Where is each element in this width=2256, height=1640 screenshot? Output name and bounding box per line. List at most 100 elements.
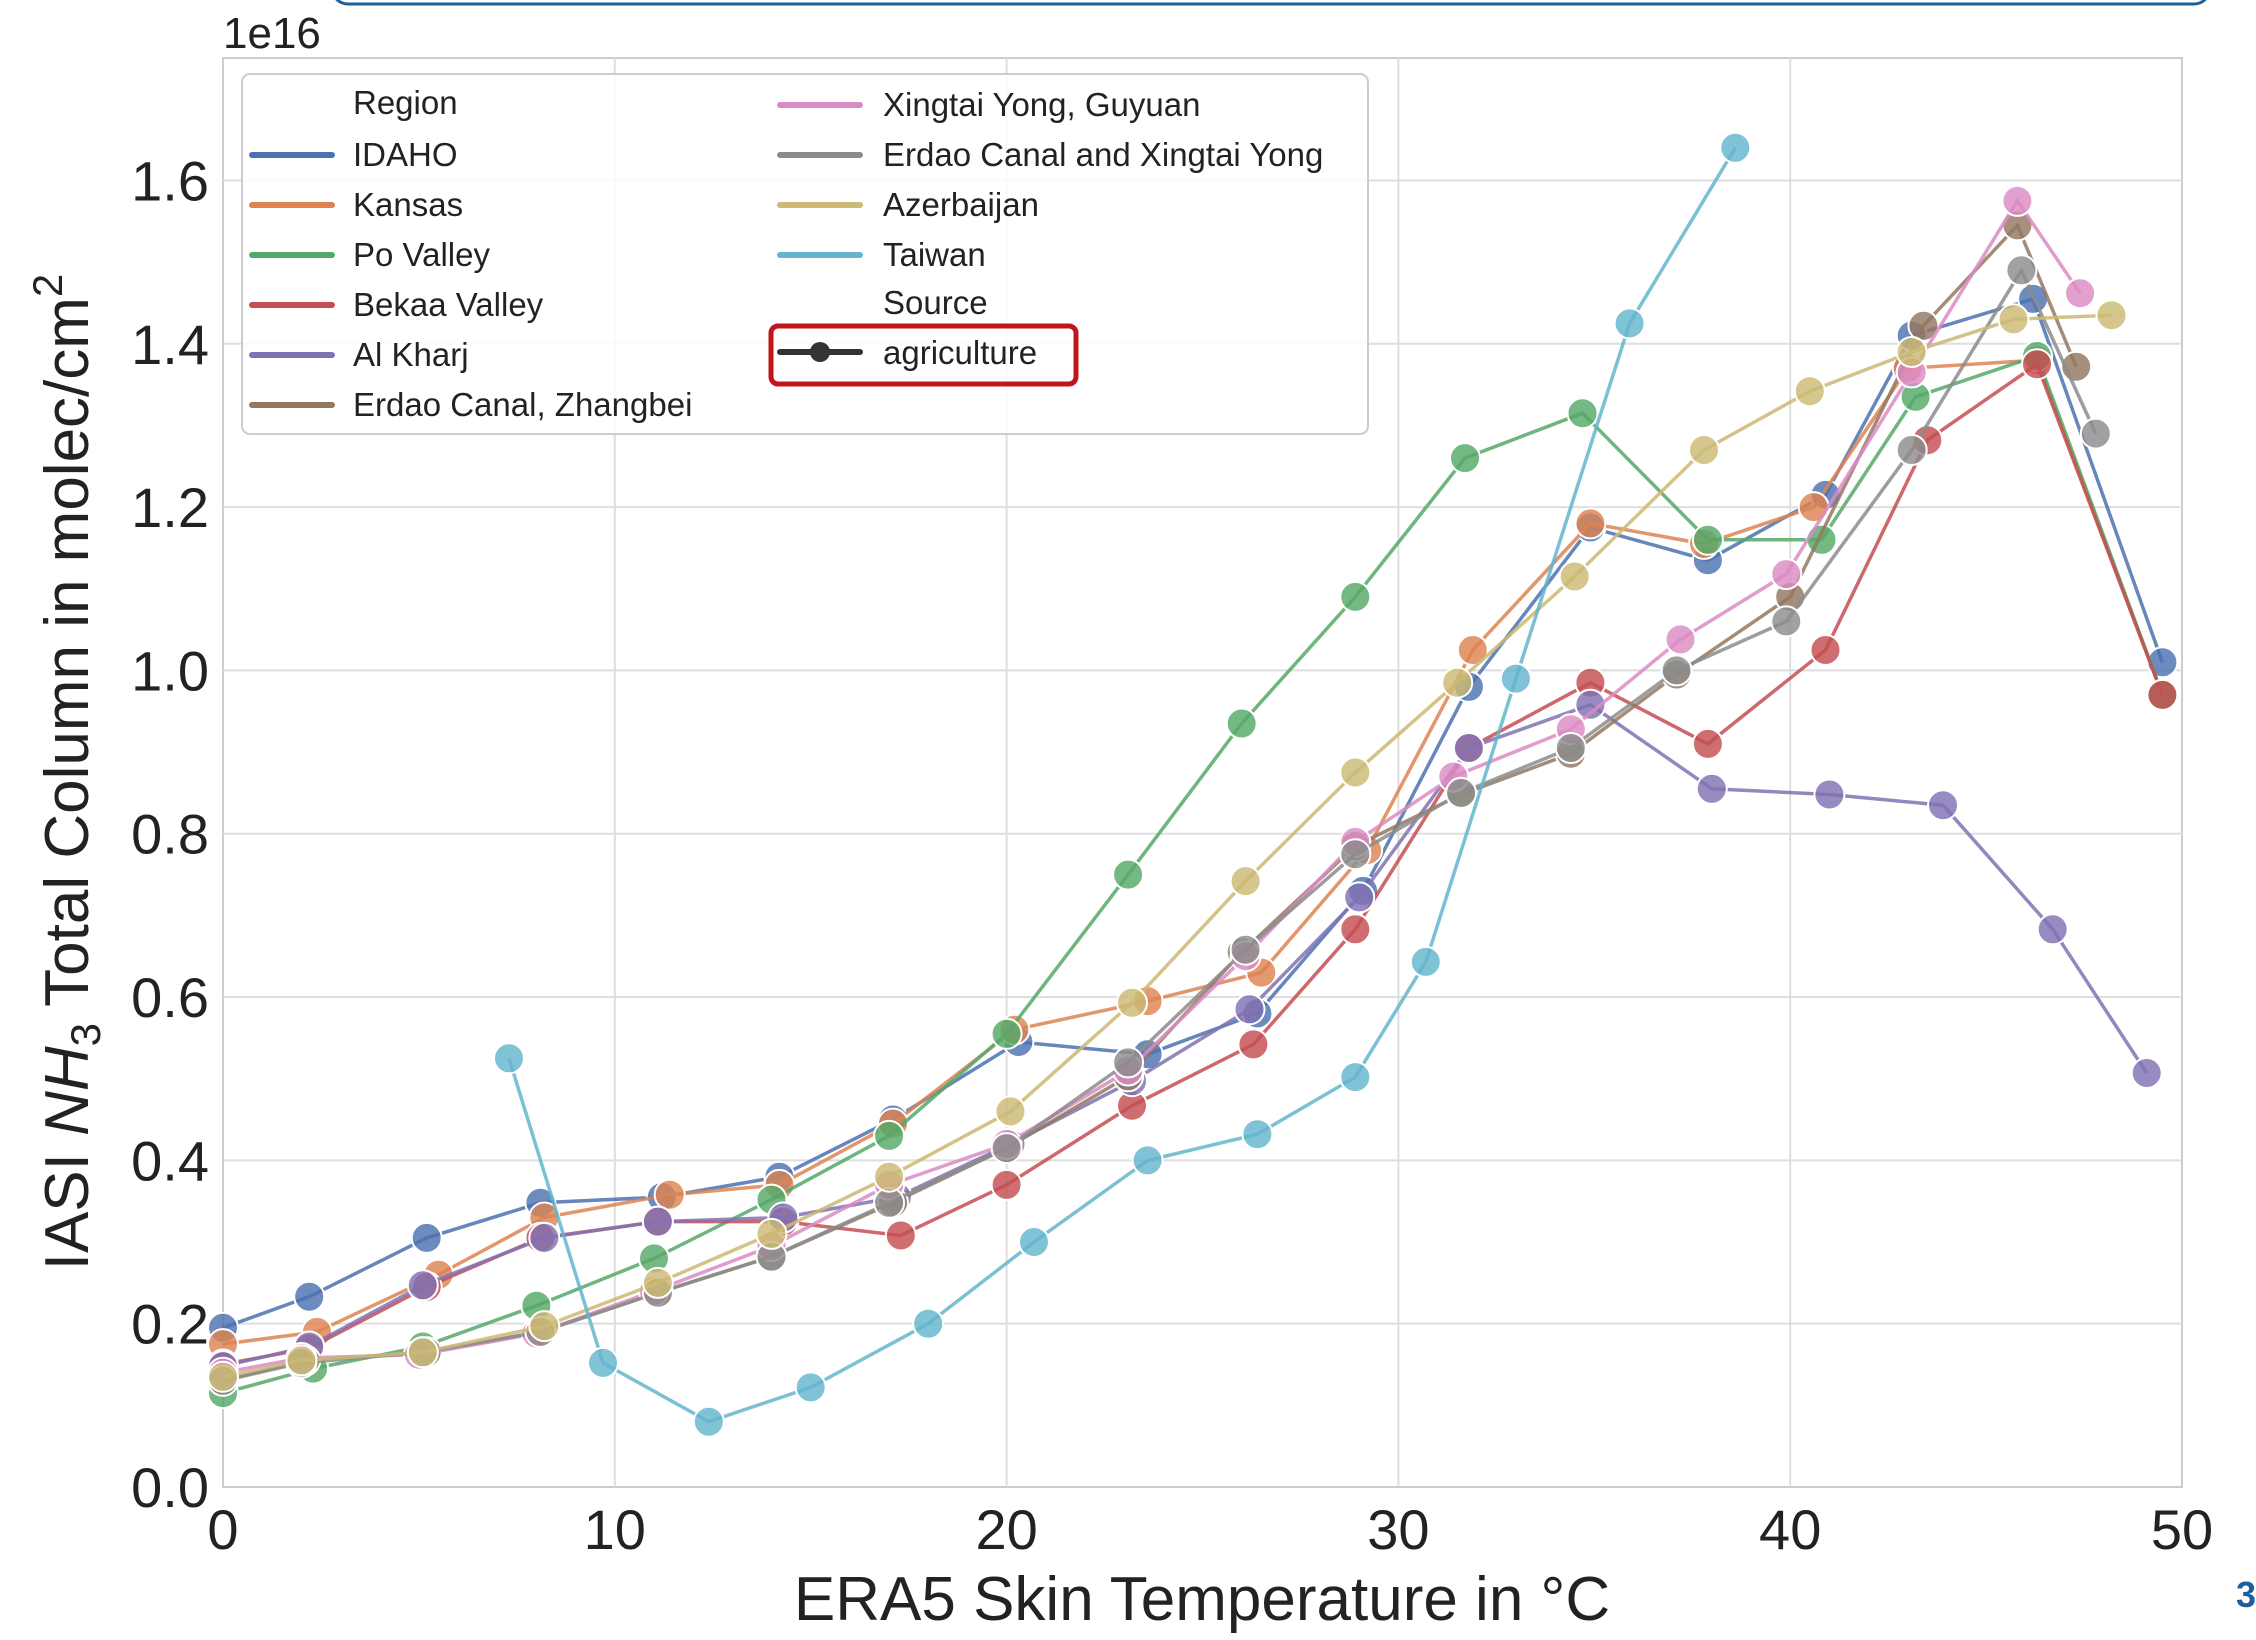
y-tick-label: 0.6: [131, 966, 209, 1029]
data-point: [1770, 558, 1803, 591]
x-tick-label: 50: [2151, 1498, 2213, 1561]
data-point: [1664, 623, 1697, 656]
x-axis-label: ERA5 Skin Temperature in °C: [794, 1565, 1610, 1634]
data-point: [990, 1168, 1023, 1201]
data-point: [1691, 727, 1724, 760]
data-point: [2001, 184, 2034, 217]
data-point: [1719, 131, 1752, 164]
legend-source-highlight: [768, 323, 1079, 387]
series-line: [222, 353, 2165, 1395]
header-frame: [335, 0, 2207, 6]
y-tick-label: 1.0: [131, 639, 209, 702]
series-group: [207, 131, 2179, 1438]
data-point: [1797, 491, 1830, 524]
axes: 0 10 20 30 40 50 0.0 0.2 0.4 0.6 0.8 1.0 1.2 1.4 1.6: [131, 149, 2213, 1561]
legend-entry: Bekaa Valley: [353, 286, 544, 323]
data-point: [406, 1336, 439, 1369]
y-scale-label: 1e16: [223, 9, 321, 58]
series-line: [222, 702, 2149, 1368]
data-point: [1927, 789, 1959, 822]
x-tick-label: 0: [207, 1498, 238, 1561]
data-point: [990, 1132, 1023, 1165]
x-tick-label: 40: [1759, 1498, 1821, 1561]
data-point: [1613, 307, 1646, 340]
data-point: [493, 1042, 525, 1075]
legend-entry: Erdao Canal, Zhangbei: [353, 386, 692, 423]
data-point: [2079, 417, 2112, 450]
data-point: [1809, 634, 1842, 666]
data-point: [406, 1269, 439, 1302]
legend-entry: IDAHO: [353, 136, 458, 173]
data-point: [641, 1205, 674, 1238]
data-point: [990, 1017, 1023, 1050]
data-point: [641, 1266, 674, 1299]
data-point: [1452, 732, 1485, 764]
y-tick-label: 1.2: [131, 476, 209, 539]
legend-source-agriculture: agriculture: [883, 334, 1037, 371]
data-point: [692, 1405, 725, 1438]
data-point: [1813, 778, 1846, 811]
data-point: [410, 1221, 443, 1254]
data-point: [1116, 986, 1148, 1019]
y-tick-label: 0.2: [131, 1293, 209, 1356]
data-point: [2130, 1057, 2163, 1089]
data-point: [1237, 1028, 1270, 1061]
data-point: [1558, 560, 1591, 593]
data-point: [1225, 707, 1258, 740]
legend-entry: Al Kharj: [353, 336, 469, 373]
series: [207, 299, 2128, 1393]
data-point: [528, 1221, 561, 1254]
data-point: [1574, 507, 1607, 540]
data-point: [1339, 756, 1372, 789]
legend-entry: Kansas: [353, 186, 463, 223]
x-tick-label: 10: [584, 1498, 646, 1561]
y-tick-label: 1.4: [131, 313, 209, 376]
legend-region-heading: Region: [353, 84, 458, 121]
data-point: [2064, 277, 2097, 310]
data-point: [1770, 605, 1803, 638]
data-point: [1339, 580, 1372, 613]
legend-source-marker: [810, 342, 830, 362]
data-point: [1112, 1046, 1145, 1079]
data-point: [1695, 772, 1728, 805]
data-point: [1691, 523, 1724, 556]
data-point: [1499, 662, 1532, 695]
data-point: [1339, 1061, 1372, 1094]
legend: Region IDAHO Kansas Po Valley Bekaa Valley A…: [241, 73, 1369, 435]
data-point: [1895, 434, 1928, 466]
data-point: [1339, 838, 1372, 871]
y-tick-label: 0.0: [131, 1456, 209, 1519]
y-axis-label: IASI NH3 Total Column in molec/cm2: [24, 274, 109, 1271]
data-point: [528, 1310, 561, 1343]
x-tick-label: 20: [975, 1498, 1037, 1561]
legend-entry: Taiwan: [883, 236, 986, 273]
data-point: [1339, 913, 1372, 946]
data-point: [587, 1346, 619, 1379]
data-point: [1449, 442, 1481, 475]
data-point: [2005, 254, 2038, 287]
y-tick-label: 1.6: [131, 149, 209, 212]
data-point: [1688, 434, 1720, 466]
data-point: [1241, 1118, 1274, 1151]
data-point: [1441, 666, 1474, 699]
legend-column-right: Xingtai Yong, Guyuan Erdao Canal and Xing…: [777, 86, 1323, 273]
data-point: [1445, 776, 1478, 809]
data-point: [285, 1344, 318, 1377]
page-number: 3: [2235, 1574, 2256, 1615]
legend-source-heading: Source: [883, 284, 988, 321]
data-point: [873, 1119, 906, 1152]
data-point: [2036, 913, 2069, 946]
data-point: [912, 1307, 945, 1340]
data-point: [1343, 881, 1376, 914]
data-point: [1131, 1144, 1164, 1177]
data-point: [1409, 945, 1442, 978]
data-point: [1018, 1226, 1050, 1258]
data-point: [2095, 299, 2128, 332]
data-point: [293, 1280, 326, 1313]
data-point: [1895, 336, 1928, 368]
data-point: [1554, 732, 1587, 764]
series: [493, 131, 1752, 1438]
data-point: [653, 1178, 686, 1211]
y-tick-label: 0.4: [131, 1129, 209, 1192]
